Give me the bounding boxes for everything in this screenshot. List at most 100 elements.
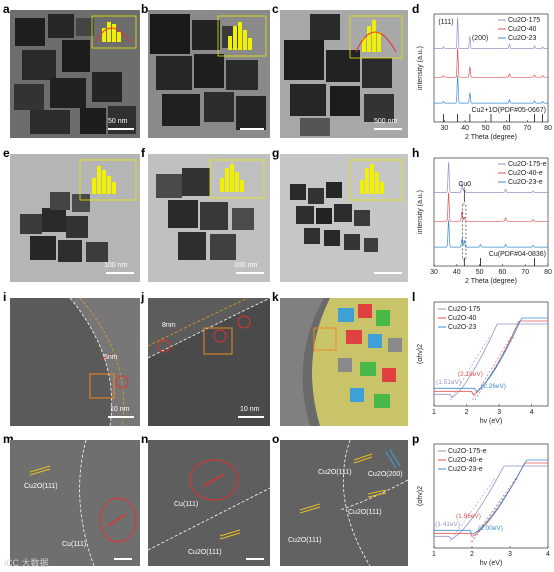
lattice-label-cu2o-200: Cu2O(200) — [368, 471, 403, 478]
tem-image-c: 500 nm — [280, 10, 408, 138]
hrtem-image-i: 5nm 10 nm — [10, 298, 140, 426]
x-tick-label: 4 — [546, 551, 550, 558]
scale-label: 50 nm — [108, 118, 128, 125]
panel-label-p: p — [412, 432, 420, 446]
panel-label-m: m — [3, 432, 14, 446]
bandgap-label: (2.26eV) — [481, 383, 506, 390]
panel-label-n: n — [141, 432, 149, 446]
bandgap-label: (1.96eV) — [456, 513, 481, 520]
plot-frame — [433, 301, 549, 407]
panel-label-d: d — [412, 2, 420, 16]
xrd-series-line — [434, 47, 548, 78]
tangent-line — [450, 335, 490, 401]
bandgap-label: (2.18eV) — [458, 371, 483, 378]
cu0-label: Cu0 — [458, 181, 471, 188]
scale-bar — [238, 416, 264, 418]
x-tick-label: 30 — [430, 269, 438, 276]
tangent-line — [471, 477, 518, 543]
x-tick-label: 80 — [544, 269, 552, 276]
lattice-label-cu2o: Cu2O(111) — [24, 483, 58, 490]
legend-entry: Cu2O-175-e — [508, 161, 547, 168]
hrtem-image-j: 8nm 10 nm — [148, 298, 270, 426]
scale-bar — [108, 128, 134, 130]
tem-image-b — [148, 10, 270, 138]
reference-label: Cu(PDF#04-0836) — [489, 251, 546, 258]
x-tick-label: 2 — [465, 409, 469, 416]
tangent-line — [470, 477, 517, 543]
legend-entry: Cu2O-23 — [448, 324, 477, 331]
scale-bar — [374, 272, 402, 274]
xrd-chart-h: 30 40 50 60 70 80 2 Theta (degree) intensity (a… — [412, 152, 552, 290]
x-tick-label: 40 — [453, 269, 461, 276]
lattice-label-cu: Cu(111) — [62, 541, 86, 548]
x-tick-label: 4 — [530, 409, 534, 416]
peak-label-111: (111) — [438, 19, 453, 26]
y-axis-label: (αhv)2 — [417, 344, 424, 364]
x-tick-label: 60 — [499, 269, 507, 276]
legend-entry: Cu2O-40-e — [448, 457, 483, 464]
panel-label-f: f — [141, 146, 145, 160]
x-tick-label: 3 — [497, 409, 501, 416]
x-axis-label: hv (eV) — [480, 418, 503, 425]
legend-entry: Cu2O-175 — [448, 306, 480, 313]
x-tick-label: 80 — [544, 125, 552, 132]
xrd-series-line — [434, 75, 548, 104]
scale-bar — [240, 128, 264, 130]
cu0-box — [462, 203, 467, 261]
x-axis-label: hv (eV) — [480, 560, 503, 567]
tauc-series-line — [434, 462, 548, 538]
tangent-line — [474, 335, 515, 401]
scale-label: 10 nm — [240, 406, 260, 413]
scale-bar — [374, 128, 402, 130]
hrtem-image-m: Cu2O(111) Cu(111) — [10, 440, 140, 566]
x-tick-label: 70 — [521, 269, 529, 276]
panel-label-b: b — [141, 2, 149, 16]
legend-entry: Cu2O-175-e — [448, 448, 487, 455]
xrd-series-line — [434, 17, 548, 49]
x-tick-label: 1 — [432, 409, 436, 416]
panel-label-g: g — [272, 146, 280, 160]
tauc-series-line — [434, 465, 548, 541]
bandgap-label: (1.51eV) — [436, 379, 461, 386]
tauc-series-line — [434, 459, 548, 535]
y-axis-label: intensity (a.u.) — [417, 46, 424, 90]
x-tick-label: 3 — [508, 551, 512, 558]
x-tick-label: 1 — [432, 551, 436, 558]
x-tick-label: 40 — [461, 125, 469, 132]
xrd-series-line — [434, 192, 548, 222]
xrd-series-line — [434, 162, 548, 193]
panel-label-o: o — [272, 432, 280, 446]
scale-label: 100 nm — [234, 262, 258, 269]
scale-label: 10 nm — [110, 406, 130, 413]
legend-entry: Cu2O-40-e — [508, 170, 543, 177]
panel-label-j: j — [141, 290, 145, 304]
hrtem-image-k — [280, 298, 408, 426]
legend-entry: Cu2O-40 — [508, 26, 537, 33]
lattice-label-cu2o-111-c: Cu2O(111) — [288, 537, 322, 544]
tauc-series-line — [434, 320, 548, 396]
lattice-label-cu2o-111-b: Cu2O(111) — [348, 509, 382, 516]
tem-image-g — [280, 154, 408, 282]
tauc-chart-l: 1 2 3 4 hv (eV) (αhv)2 Cu2O-175 Cu2O-40 Cu2O-23 (… — [412, 296, 552, 434]
bandgap-label: (1.41eV) — [435, 521, 460, 528]
legend-entry: Cu2O-40 — [448, 315, 477, 322]
x-tick-label: 50 — [476, 269, 484, 276]
tauc-series-line — [434, 323, 548, 399]
scale-label: 500 nm — [374, 118, 398, 125]
y-axis-label: intensity (a.u.) — [417, 190, 424, 234]
x-axis-label: 2 Theta (degree) — [465, 134, 517, 141]
hrtem-image-o: Cu2O(111) Cu2O(200) Cu2O(111) Cu2O(111) — [280, 440, 408, 566]
lattice-label-cu2o: Cu2O(111) — [188, 549, 222, 556]
tem-image-e: 100 nm — [10, 154, 140, 282]
scale-bar — [236, 272, 264, 274]
x-tick-label: 70 — [523, 125, 531, 132]
tauc-chart-p: 1 2 3 4 hv (eV) (αhv)2 Cu2O-175-e Cu2O-40-e Cu2O… — [412, 438, 552, 570]
reference-label: Cu2+1O(PDF#05-0667) — [471, 107, 546, 114]
scale-bar — [106, 272, 134, 274]
xrd-chart-d: 30 40 50 60 70 80 2 Theta (degree) intensity (a… — [412, 8, 552, 146]
shell-thickness-label: 8nm — [162, 322, 176, 329]
scale-bar — [108, 416, 134, 418]
x-axis-label: 2 Theta (degree) — [465, 278, 517, 285]
watermark: iCC 大数据 — [4, 558, 49, 568]
legend-entry: Cu2O-23 — [508, 35, 537, 42]
